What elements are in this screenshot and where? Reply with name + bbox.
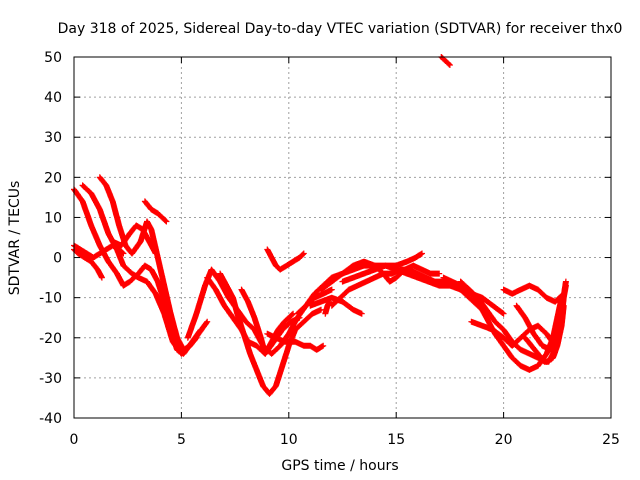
x-tick-label: 15 (387, 432, 405, 448)
data-series-18 (339, 250, 425, 285)
x-axis-label: GPS time / hours (281, 458, 398, 474)
axis-ticks (73, 56, 612, 419)
data-series-9 (217, 270, 324, 397)
tick-labels: 0 5 10 15 20 25 -40 -30 -20 -10 0 10 20 30 40 50 (39, 50, 620, 448)
y-axis-label: SDTVAR / TECUs (7, 181, 23, 296)
y-tick-label: 40 (44, 90, 62, 106)
plot-frame (73, 56, 612, 419)
series-markers (339, 250, 425, 285)
data-series-23 (500, 282, 567, 305)
series-markers (238, 286, 297, 357)
data-series-11 (238, 286, 297, 357)
y-tick-label: -10 (39, 291, 62, 307)
y-tick-label: 0 (53, 251, 62, 267)
series-markers (500, 282, 567, 305)
x-tick-label: 25 (602, 432, 620, 448)
x-tick-label: 10 (280, 432, 298, 448)
y-tick-label: 50 (44, 50, 62, 66)
x-tick-label: 0 (70, 432, 79, 448)
series-markers (109, 222, 159, 257)
y-tick-label: 20 (44, 170, 62, 186)
series-markers (141, 198, 170, 225)
x-tick-label: 20 (495, 432, 513, 448)
data-series-6 (141, 198, 170, 225)
data-series-17 (307, 294, 365, 317)
data-series-25 (513, 278, 569, 353)
series-markers (328, 266, 490, 317)
series-markers (217, 270, 324, 397)
data-series-12 (264, 330, 327, 353)
data-series-13 (264, 246, 307, 273)
data-series-19 (322, 298, 333, 317)
series-markers (322, 298, 333, 317)
y-tick-label: -20 (39, 331, 62, 347)
series-layer (71, 54, 569, 397)
y-tick-label: 30 (44, 130, 62, 146)
chart-title: Day 318 of 2025, Sidereal Day-to-day VTE… (58, 21, 623, 37)
data-series-7 (109, 222, 159, 257)
series-markers (307, 294, 365, 317)
series-markers (264, 246, 307, 273)
series-markers (513, 278, 569, 353)
series-markers (264, 330, 327, 353)
grid (74, 57, 611, 418)
y-tick-label: -40 (39, 411, 62, 427)
x-tick-label: 5 (177, 432, 186, 448)
data-series-16 (328, 266, 490, 317)
y-tick-label: 10 (44, 210, 62, 226)
y-tick-label: -30 (39, 371, 62, 387)
